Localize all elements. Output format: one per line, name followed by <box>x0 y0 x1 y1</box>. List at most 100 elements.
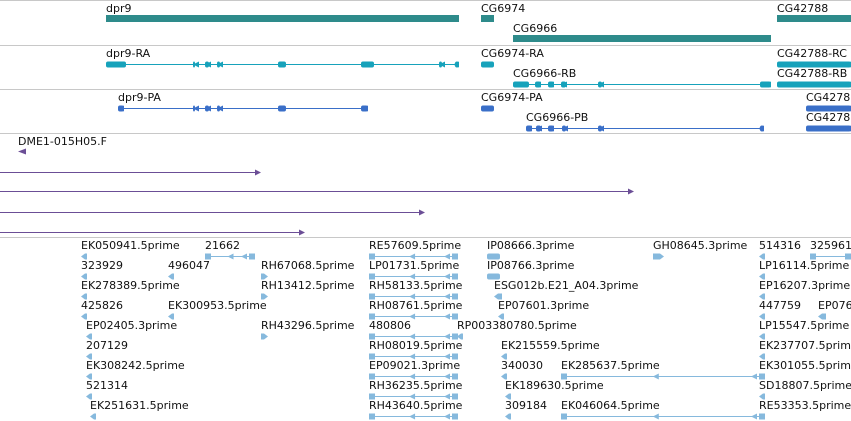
protein-feature[interactable]: dpr9-PA <box>118 91 368 112</box>
est-alignment[interactable]: RE53353.5prime <box>759 399 851 420</box>
est-alignment[interactable]: LP15547.5prime <box>759 319 850 340</box>
est-alignment[interactable]: IP08766.3prime <box>487 259 575 280</box>
gene-bar[interactable] <box>106 15 459 22</box>
exon-block <box>806 125 851 132</box>
cdna-alignment[interactable] <box>0 229 305 236</box>
transcript-feature[interactable]: CG42788-RC <box>777 47 851 68</box>
est-alignment[interactable]: 207129 <box>86 339 128 360</box>
alignment-block <box>759 373 765 380</box>
est-alignment[interactable]: EP09021.3prime <box>369 359 460 380</box>
est-alignment[interactable]: LP16114.5prime <box>759 259 850 280</box>
strand-arrow <box>409 313 416 320</box>
gene-bar[interactable] <box>513 35 771 42</box>
feature-label: IP08766.3prime <box>487 259 575 272</box>
protein-feature[interactable]: CG6974-PA <box>481 91 543 112</box>
strand-arrow <box>278 105 284 112</box>
feature-label: RH58133.5prime <box>369 279 463 292</box>
est-alignment[interactable]: EK300953.5prime <box>168 299 267 320</box>
est-alignment[interactable]: EK251631.5prime <box>90 399 189 420</box>
transcript-feature[interactable]: dpr9-RA <box>106 47 459 68</box>
est-alignment[interactable]: RH67068.5prime <box>261 259 355 280</box>
est-alignment[interactable]: 496047 <box>168 259 210 280</box>
est-alignment[interactable]: 480806 <box>369 319 458 340</box>
est-alignment[interactable]: RH43296.5prime <box>261 319 355 340</box>
strand-arrow <box>845 125 851 132</box>
strand-arrow <box>255 169 261 176</box>
gene-feature[interactable]: CG6966 <box>513 22 771 42</box>
est-alignment[interactable]: 309184 <box>505 399 547 420</box>
est-alignment[interactable]: EK308242.5prime <box>86 359 185 380</box>
gene-feature[interactable]: CG6974 <box>481 2 525 22</box>
est-alignment[interactable]: 425826 <box>81 299 123 320</box>
alignment-block <box>845 253 851 260</box>
alignment-block <box>452 253 458 260</box>
feature-label: RH08019.5prime <box>369 339 463 352</box>
est-alignment[interactable]: EK046064.5prime <box>561 399 765 420</box>
transcript-feature[interactable]: CG42788-RB <box>777 67 851 88</box>
strand-arrow <box>409 333 416 340</box>
exon-block <box>481 61 494 68</box>
est-alignment[interactable]: EK278389.5prime <box>81 279 180 300</box>
alignment-block <box>369 393 375 400</box>
est-alignment[interactable]: 323929 <box>81 259 123 280</box>
est-alignment[interactable]: GH08645.3prime <box>653 239 748 260</box>
cdna-alignment[interactable] <box>0 188 634 195</box>
est-alignment[interactable]: 514316 <box>759 239 801 260</box>
est-alignment[interactable]: 340030 <box>501 359 543 380</box>
est-alignment[interactable]: EK050941.5prime <box>81 239 180 260</box>
exon-block <box>777 81 851 88</box>
strand-arrow <box>409 373 416 380</box>
est-alignment[interactable]: LP01731.5prime <box>369 259 460 280</box>
transcript-feature[interactable]: CG6966-RB <box>513 67 771 88</box>
est-alignment[interactable]: EP02405.3prime <box>86 319 177 340</box>
strand-arrow <box>444 393 450 400</box>
feature-label: EK285637.5prime <box>561 359 660 372</box>
est-alignment[interactable]: 325961 <box>810 239 851 260</box>
gene-bar[interactable] <box>777 15 851 22</box>
feature-label: LP01731.5prime <box>369 259 460 272</box>
strand-arrow <box>562 125 568 132</box>
cdna-alignment[interactable] <box>0 209 425 216</box>
alignment-block <box>369 293 375 300</box>
est-alignment[interactable]: RP003380780.5prime <box>457 319 577 340</box>
protein-feature[interactable]: CG42788-PC <box>806 91 851 112</box>
est-alignment[interactable]: RH13412.5prime <box>261 279 355 300</box>
cdna-alignment[interactable]: DME1-015H05.F <box>18 135 107 155</box>
est-alignment[interactable]: EP16207.3prime <box>759 279 850 300</box>
gene-bar[interactable] <box>481 15 494 22</box>
est-alignment[interactable]: 21662 <box>205 239 255 260</box>
alignment-block <box>759 413 765 420</box>
est-alignment[interactable]: EK237707.5prime <box>759 339 851 360</box>
est-alignment[interactable]: RH08019.5prime <box>369 339 463 360</box>
est-alignment[interactable]: EK215559.5prime <box>501 339 600 360</box>
est-alignment[interactable]: RE57609.5prime <box>369 239 461 260</box>
est-alignment[interactable]: EP07601.3prime <box>498 299 589 320</box>
transcript-feature[interactable]: CG6974-RA <box>481 47 544 68</box>
alignment-block <box>261 273 268 280</box>
protein-feature[interactable]: CG6966-PB <box>526 111 764 132</box>
est-alignment[interactable]: RH36235.5prime <box>369 379 463 400</box>
est-alignment[interactable]: 447759 <box>759 299 801 320</box>
exon-block <box>481 105 494 112</box>
est-alignment[interactable]: EK285637.5prime <box>561 359 765 380</box>
est-alignment[interactable]: ESG012b.E21_A04.3prime <box>494 279 639 300</box>
est-alignment[interactable]: EK189630.5prime <box>505 379 604 400</box>
feature-label: RH13412.5prime <box>261 279 355 292</box>
gene-feature[interactable]: CG42788 <box>777 2 851 22</box>
est-alignment[interactable]: IP08666.3prime <box>487 239 575 260</box>
est-alignment[interactable]: 521314 <box>86 379 128 400</box>
est-alignment[interactable]: SD18807.5prime <box>759 379 851 400</box>
feature-label: CG42788-PC <box>806 91 851 104</box>
est-alignment[interactable]: RH43640.5prime <box>369 399 463 420</box>
feature-label: EK278389.5prime <box>81 279 180 292</box>
feature-label: 514316 <box>759 239 801 252</box>
est-alignment[interactable]: EP07613.3prime <box>818 299 851 320</box>
est-alignment[interactable]: RH08761.5prime <box>369 299 463 320</box>
feature-label: EP16207.3prime <box>759 279 850 292</box>
est-alignment[interactable]: EK301055.5prime <box>759 359 851 380</box>
protein-feature[interactable]: CG42788-PB <box>806 111 851 132</box>
est-alignment[interactable]: RH58133.5prime <box>369 279 463 300</box>
gene-feature[interactable]: dpr9 <box>106 2 459 22</box>
cdna-alignment[interactable] <box>0 169 261 176</box>
